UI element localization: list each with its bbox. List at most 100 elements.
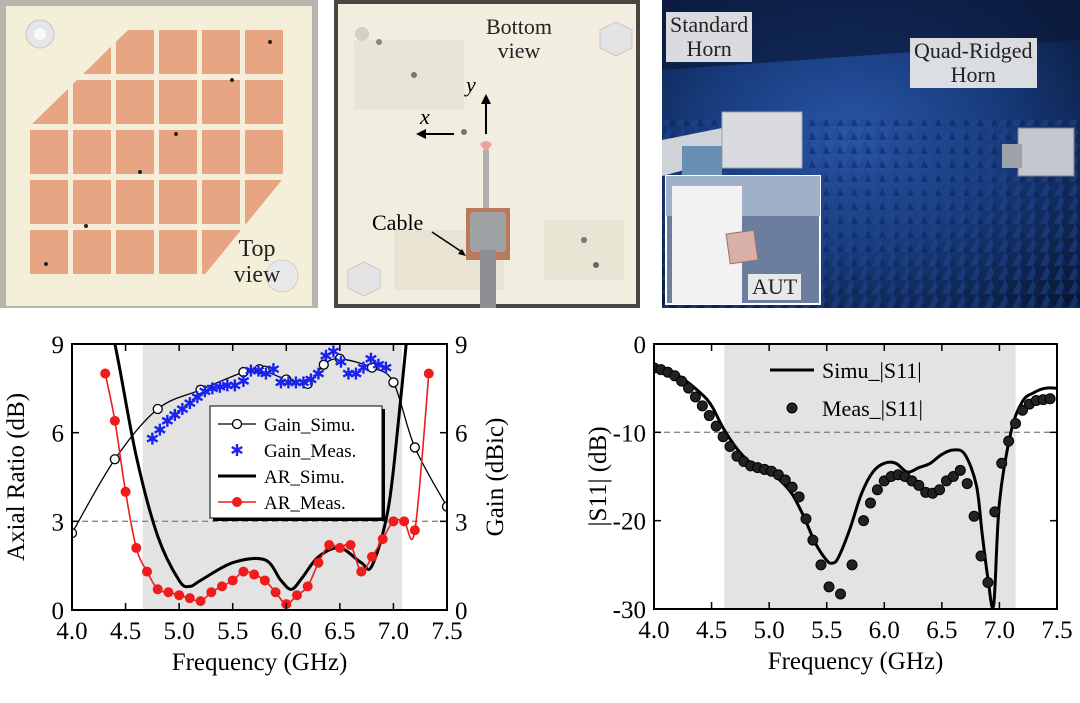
via-dot — [268, 40, 272, 44]
gain-meas-point — [169, 408, 181, 421]
aut-foam-block-icon — [672, 186, 742, 304]
meas-s11-point — [807, 534, 819, 546]
meas-s11-point — [871, 484, 883, 496]
chart2-plot-area: 4.0 4.5 5.0 5.5 6.0 6.5 7.0 7.5 0 -10 -20 -30 — [613, 332, 1073, 644]
meas-s11-point — [676, 375, 688, 387]
meas-s11-point — [724, 440, 736, 452]
y-tick-label: 6 — [52, 421, 65, 448]
gain-meas-point-stroke — [154, 425, 166, 434]
ar-meas-point — [324, 539, 335, 550]
standard-horn-label-line2: Horn — [686, 36, 732, 61]
x-tick-label: 6.5 — [324, 618, 355, 645]
meas-s11-point — [1016, 404, 1028, 416]
x-tick-label: 4.5 — [110, 618, 141, 645]
x-tick-label: 5.0 — [754, 617, 785, 644]
meas-s11-point — [710, 420, 722, 432]
ar-meas-point — [142, 566, 152, 577]
patch-cell — [202, 180, 240, 224]
meas-s11-point — [864, 497, 876, 509]
meas-s11-point — [823, 581, 835, 593]
nylon-nut-icon — [347, 261, 381, 297]
cable-pointer-head-icon — [458, 249, 466, 256]
gain-meas-point — [327, 345, 340, 358]
x-tick-label: 5.0 — [164, 618, 195, 645]
via-dot — [138, 170, 142, 174]
y-tick-label: 0 — [634, 332, 647, 359]
x-tick-label: 7.0 — [378, 618, 409, 645]
legend-label: Gain_Simu. — [264, 415, 355, 436]
screw-hole-icon — [355, 27, 369, 41]
y2-tick-label: 9 — [455, 332, 468, 359]
meas-s11-point — [786, 481, 798, 493]
screw-hole-icon — [593, 262, 599, 268]
patch-cell — [73, 130, 111, 174]
x-tick-label: 4.0 — [56, 618, 87, 645]
x-axis-arrowhead-icon — [416, 129, 426, 139]
chart1-legend: Gain_Simu. Gain_Meas. AR_Simu. AR_Meas. — [209, 405, 385, 521]
gain-meas-point-stroke — [350, 369, 362, 378]
gain-simu-point — [109, 454, 121, 465]
series-group — [72, 344, 447, 610]
screw-hole-icon — [411, 72, 417, 78]
patch-cell — [159, 80, 197, 124]
x-tick-label: 6.0 — [869, 617, 900, 644]
y2-tick-label: 6 — [455, 421, 468, 448]
via-dot — [84, 224, 88, 228]
meas-s11-point — [1003, 435, 1015, 447]
quad-ridged-horn-label: Quad-Ridged Horn — [910, 38, 1037, 88]
ar-meas-point — [377, 534, 388, 545]
gain-simu-point — [388, 377, 399, 388]
meas-s11-point — [696, 400, 708, 412]
patch-cell — [116, 30, 154, 74]
ar-meas-point — [388, 516, 399, 527]
patch-cell — [245, 130, 283, 174]
x-tick-label: 6.5 — [926, 617, 957, 644]
gain-meas-point-stroke — [184, 399, 196, 408]
gain-meas-point-stroke — [312, 369, 325, 378]
y-tick-label: 3 — [52, 509, 65, 536]
x-tick-label: 7.5 — [1041, 617, 1072, 644]
ar-meas-point — [302, 581, 313, 592]
gain-meas-point-stroke — [176, 404, 189, 414]
patch-cell — [202, 130, 240, 174]
y-tick-label: -20 — [613, 509, 646, 536]
y-tick-label: 0 — [52, 598, 65, 625]
gain-simu-point — [152, 403, 163, 415]
gain-meas-point — [350, 367, 362, 380]
via-dot — [44, 262, 48, 266]
top-view-label-line1: Top — [238, 236, 276, 262]
bottom-view-label-line1: Bottom — [486, 14, 553, 39]
gain-meas-point — [312, 367, 325, 380]
gain-meas-point — [365, 352, 377, 365]
x-tick-label: 6.0 — [271, 618, 302, 645]
top-view-label-line2: view — [233, 262, 281, 288]
screw-hole-icon — [581, 237, 587, 243]
patch-cell — [159, 130, 197, 174]
nylon-nut-icon — [599, 21, 633, 57]
gain-simu-point — [441, 501, 447, 512]
gain-simu-point — [72, 528, 78, 539]
chart2-legend: Simu_|S11| Meas_|S11| — [770, 358, 923, 421]
ar-meas-point — [423, 368, 434, 379]
ar-meas-point — [249, 569, 260, 580]
gain-meas-point-stroke — [380, 363, 392, 372]
meas-s11-point — [683, 382, 695, 394]
patch-cell — [116, 230, 154, 274]
ar-meas-point — [259, 575, 270, 586]
meas-s11-point — [954, 464, 966, 476]
ar-meas-point — [100, 368, 111, 379]
meas-s11-point — [947, 471, 959, 482]
meas-s11-point — [982, 577, 994, 588]
gain-meas-point-stroke — [146, 434, 159, 443]
plot-frame — [653, 343, 1058, 610]
quad-ridged-horn-icon — [1017, 127, 1075, 177]
gain-meas-point-stroke — [191, 393, 204, 402]
ar-meas-point — [152, 584, 163, 595]
ar-meas-point — [356, 566, 367, 577]
ar-meas-point — [163, 587, 174, 598]
top-view-photo: Top view — [0, 0, 318, 308]
meas-s11-point — [800, 513, 812, 525]
legend-label: AR_Meas. — [264, 493, 346, 514]
meas-s11-point — [1044, 393, 1056, 405]
patch-cell — [116, 80, 154, 124]
